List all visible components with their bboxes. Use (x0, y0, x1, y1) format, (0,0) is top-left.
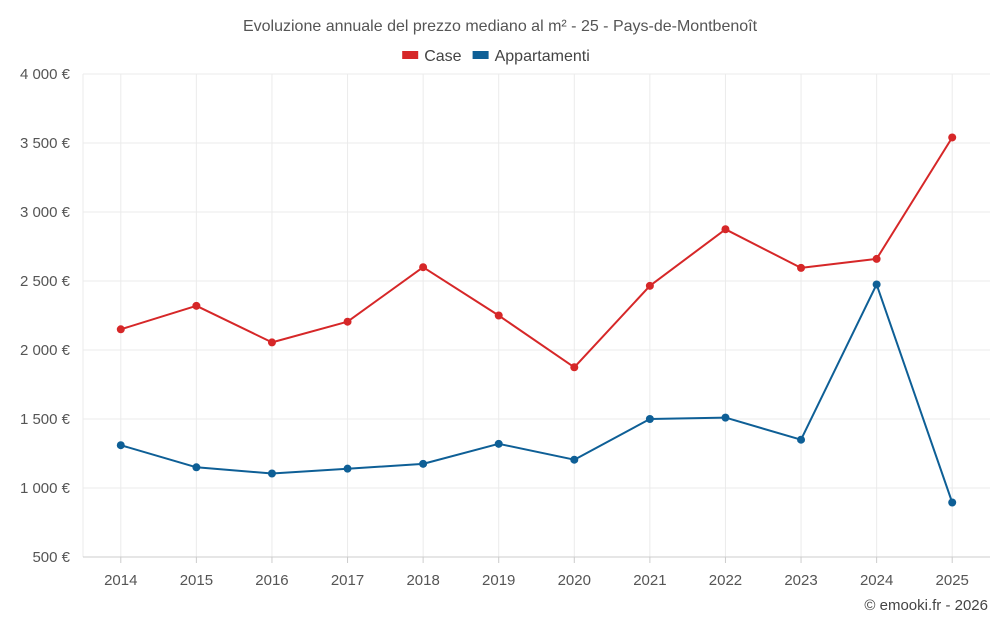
data-point-appartamenti[interactable] (570, 455, 579, 464)
y-tick-label: 2 500 € (20, 273, 71, 290)
x-tick-label: 2022 (709, 572, 742, 589)
data-point-case[interactable] (192, 301, 201, 310)
data-point-case[interactable] (570, 363, 579, 372)
grid (82, 73, 990, 557)
x-tick-label: 2017 (331, 572, 364, 589)
legend-swatch (472, 51, 489, 59)
credit-text: © emooki.fr - 2026 (864, 597, 988, 614)
data-point-case[interactable] (721, 225, 730, 234)
data-point-case[interactable] (872, 254, 881, 263)
data-point-case[interactable] (419, 263, 428, 272)
series-line-case (120, 136, 954, 369)
data-point-appartamenti[interactable] (797, 435, 806, 444)
x-tick-label: 2014 (104, 572, 137, 589)
x-axis: 2014 2015 2016 2017 2018 2019 2020 2021 2022 2023… (83, 556, 990, 589)
data-point-appartamenti[interactable] (494, 439, 503, 448)
data-point-case[interactable] (645, 281, 654, 290)
data-point-appartamenti[interactable] (721, 413, 730, 422)
legend-label: Case (424, 48, 461, 65)
y-tick-label: 3 000 € (20, 204, 71, 221)
data-point-appartamenti[interactable] (419, 459, 428, 468)
x-tick-label: 2018 (406, 572, 439, 589)
legend: Case Appartamenti (402, 48, 590, 65)
legend-swatch (402, 51, 419, 59)
x-tick-label: 2025 (936, 572, 969, 589)
data-point-appartamenti[interactable] (343, 464, 352, 473)
data-point-appartamenti[interactable] (267, 469, 276, 478)
x-tick-label: 2020 (558, 572, 591, 589)
y-tick-label: 3 500 € (20, 135, 71, 152)
x-tick-label: 2023 (784, 572, 817, 589)
x-tick-label: 2016 (255, 572, 288, 589)
data-point-case[interactable] (948, 133, 957, 142)
data-point-appartamenti[interactable] (116, 441, 125, 450)
x-tick-label: 2019 (482, 572, 515, 589)
data-point-case[interactable] (797, 263, 806, 272)
legend-item-appartamenti[interactable]: Appartamenti (472, 48, 590, 65)
y-axis: 500 € 1 000 € 1 500 € 2 000 € 2 500 € 3 000 €… (20, 66, 71, 566)
data-point-appartamenti[interactable] (645, 415, 654, 423)
series-line-appartamenti (120, 283, 954, 503)
y-tick-label: 1 000 € (20, 480, 71, 497)
data-point-appartamenti[interactable] (872, 280, 881, 289)
y-tick-label: 2 000 € (20, 342, 71, 359)
data-point-case[interactable] (343, 317, 352, 326)
data-point-appartamenti[interactable] (948, 498, 957, 507)
x-tick-label: 2024 (860, 572, 893, 589)
legend-item-case[interactable]: Case (402, 48, 462, 65)
x-tick-label: 2015 (180, 572, 213, 589)
x-tick-label: 2021 (633, 572, 666, 589)
series-layer (116, 133, 957, 507)
data-point-case[interactable] (116, 325, 125, 334)
y-tick-label: 4 000 € (20, 66, 71, 83)
data-point-case[interactable] (267, 338, 276, 347)
data-point-case[interactable] (494, 311, 503, 320)
legend-label: Appartamenti (495, 48, 590, 65)
y-tick-label: 500 € (32, 549, 70, 566)
y-tick-label: 1 500 € (20, 411, 71, 428)
chart-title: Evoluzione annuale del prezzo mediano al… (243, 18, 758, 35)
data-point-appartamenti[interactable] (192, 463, 201, 472)
